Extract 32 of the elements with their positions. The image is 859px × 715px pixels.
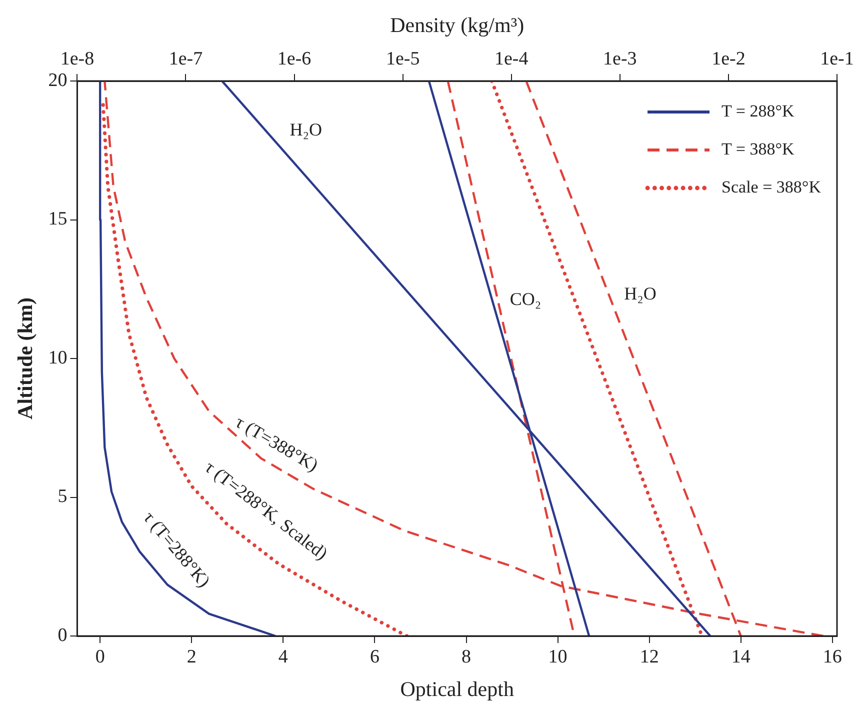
x-tick-label: 16	[822, 646, 842, 668]
y-tick-label: 5	[58, 486, 68, 508]
x-tick-label: 2	[186, 646, 196, 668]
legend-label: T = 288°K	[722, 101, 795, 120]
y-tick-label: 20	[48, 70, 68, 91]
x2-tick-label: 1e-4	[494, 48, 529, 70]
x2-tick-label: 1e-5	[386, 48, 420, 70]
y-tick-label: 0	[58, 624, 68, 646]
annotation: CO₂	[510, 288, 542, 309]
x-tick-label: 14	[731, 646, 751, 668]
x2-tick-label: 1e-7	[168, 48, 203, 70]
x-tick-label: 4	[278, 646, 288, 668]
legend-label: Scale = 388°K	[722, 177, 822, 196]
x2-axis-title: Density (kg/m³)	[390, 13, 524, 38]
x-tick-label: 10	[548, 646, 568, 668]
line-series	[104, 81, 824, 636]
y-axis-title: Altitude (km)	[13, 298, 38, 420]
x2-tick-label: 1e-8	[60, 48, 94, 70]
legend-label: T = 388°K	[722, 139, 795, 158]
x2-tick-label: 1e-3	[603, 48, 637, 70]
x2-tick-label: 1e-2	[712, 48, 746, 70]
y-tick-label: 15	[48, 208, 68, 230]
x-tick-label: 12	[640, 646, 659, 668]
x2-tick-label: 1e-1	[820, 48, 854, 70]
x-tick-label: 0	[95, 646, 105, 668]
annotation: H₂O	[624, 283, 656, 304]
x2-tick-label: 1e-6	[277, 48, 312, 70]
annotation: H₂O	[290, 120, 322, 140]
x-tick-label: 6	[370, 646, 380, 668]
x-tick-label: 8	[462, 646, 472, 668]
x-axis-title: Optical depth	[400, 676, 514, 701]
y-tick-label: 10	[48, 347, 68, 368]
